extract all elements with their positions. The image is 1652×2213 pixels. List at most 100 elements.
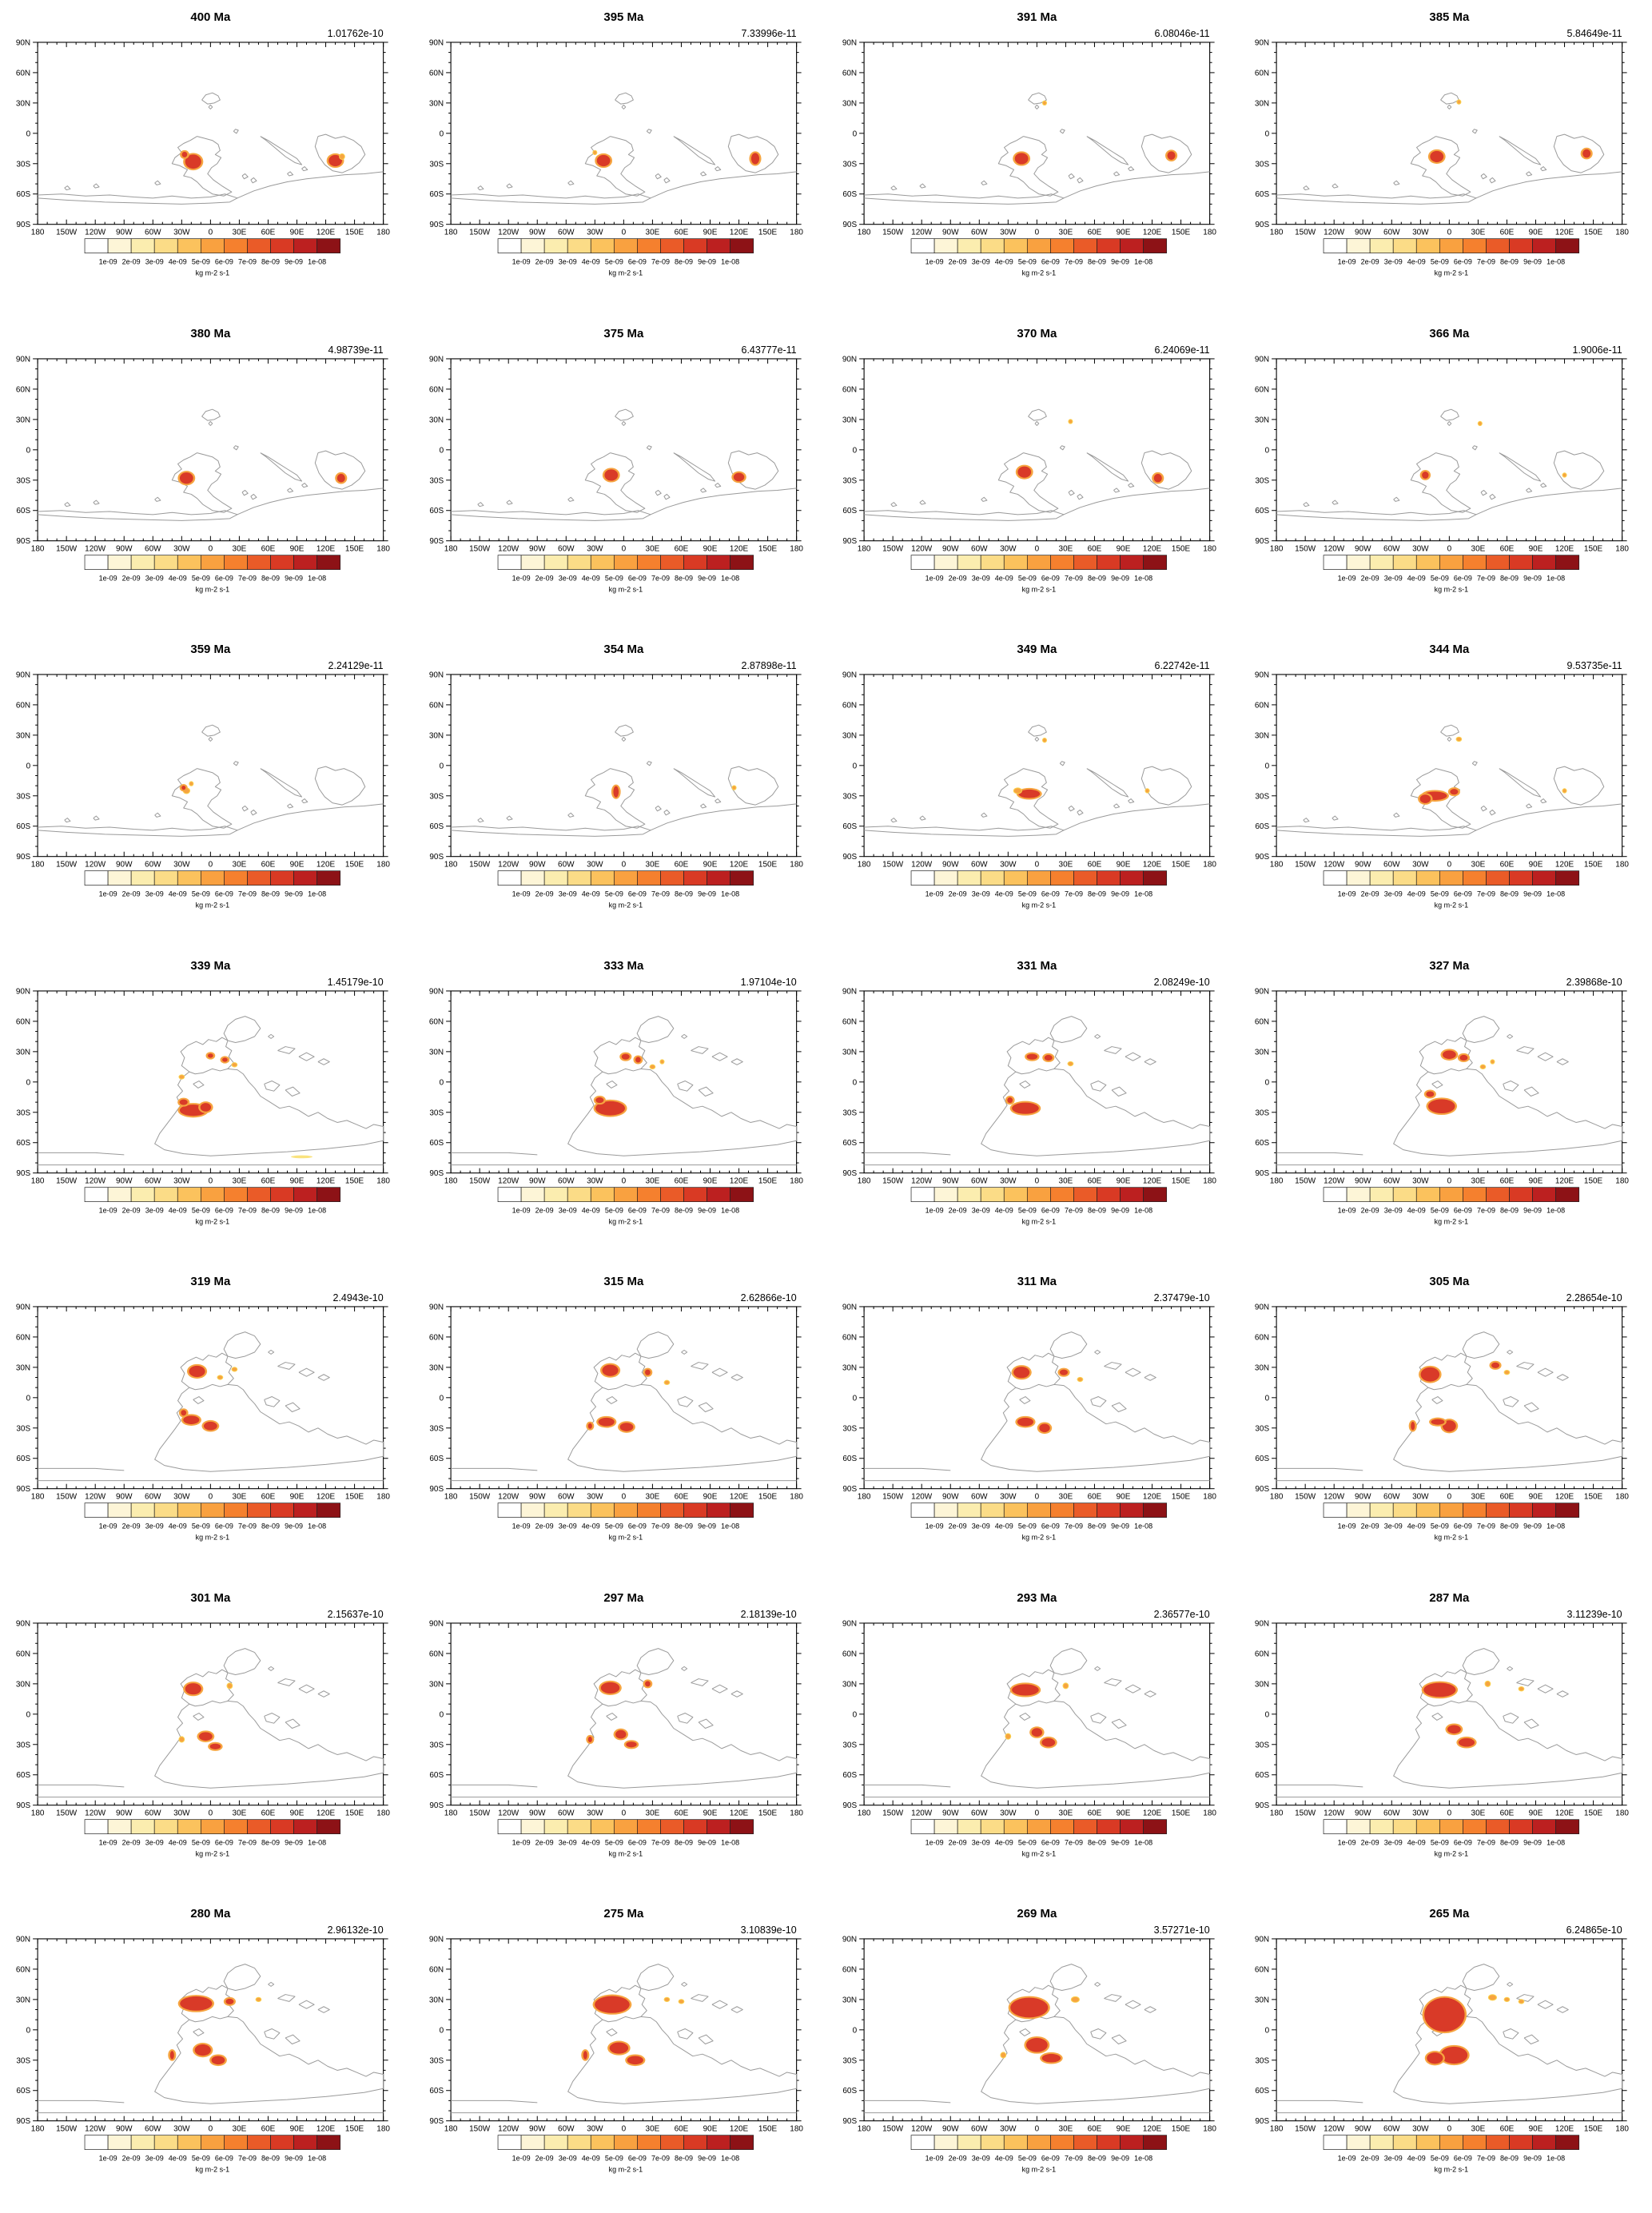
lon-tick-label: 120W xyxy=(1324,1176,1345,1185)
coastlines xyxy=(1276,1331,1623,1482)
lon-tick-label: 180 xyxy=(1203,1176,1216,1185)
lat-tick-label: 90S xyxy=(429,1801,444,1810)
lon-tick-label: 150E xyxy=(1171,2125,1190,2134)
colorbar-segment xyxy=(84,870,109,886)
lat-tick-label: 60N xyxy=(842,1017,856,1026)
colorbar-tick-label: 8e-09 xyxy=(261,574,280,582)
lon-tick-label: 180 xyxy=(31,544,45,553)
colorbar: 1e-09 2e-09 3e-09 4e-09 5e-09 6e-09 7e-09 8e-09… xyxy=(1323,238,1580,277)
colorbar-tick-label: 2e-09 xyxy=(122,1206,141,1214)
colorbar-unit-label: kg m-2 s-1 xyxy=(1021,1217,1055,1225)
lat-tick-label: 30S xyxy=(429,160,444,169)
colorbar-tick-label: 6e-09 xyxy=(215,1522,233,1530)
hotspot-minor xyxy=(291,1155,312,1158)
colorbar-tick-label: 2e-09 xyxy=(122,1838,141,1846)
colorbar-tick-label: 8e-09 xyxy=(1500,890,1519,898)
colorbar-tick-label: 8e-09 xyxy=(261,1206,280,1214)
lon-tick-label: 30W xyxy=(587,1493,603,1502)
lon-tick-label: 180 xyxy=(1616,1809,1630,1817)
lon-tick-label: 180 xyxy=(1616,861,1630,870)
colorbar-tick-label: 9e-09 xyxy=(1111,1838,1129,1846)
lat-tick-label: 30S xyxy=(1256,1108,1270,1117)
colorbar-tick-label: 3e-09 xyxy=(1384,1206,1403,1214)
hotspot-core xyxy=(1041,2054,1061,2063)
colorbar-segment xyxy=(1096,554,1121,570)
colorbar-segment xyxy=(1439,238,1463,253)
lat-tick-label: 90S xyxy=(16,221,30,229)
colorbar-segment xyxy=(730,1187,754,1202)
colorbar-segment xyxy=(224,238,248,253)
hotspot-core xyxy=(635,1057,641,1063)
colorbar-tick-label: 4e-09 xyxy=(169,890,187,898)
lon-tick-label: 0 xyxy=(1034,1493,1039,1502)
lon-tick-label: 60E xyxy=(261,1809,276,1817)
lon-tick-label: 150W xyxy=(56,2125,78,2134)
lon-tick-label: 60E xyxy=(261,1176,276,1185)
colorbar-segment xyxy=(84,1503,109,1518)
colorbar-tick-label: 1e-08 xyxy=(1547,1522,1565,1530)
map-panel: 311 Ma 2.37479e-10 90N 60N 30N 0 30S 60S 90S 180 1… xyxy=(826,1264,1240,1581)
lat-tick-label: 60N xyxy=(842,702,856,710)
panel-title: 349 Ma xyxy=(1017,643,1057,656)
lon-tick-label: 0 xyxy=(209,861,213,870)
colorbar-tick-label: 9e-09 xyxy=(285,2155,303,2163)
colorbar-unit-label: kg m-2 s-1 xyxy=(196,269,229,277)
colorbar-tick-label: 7e-09 xyxy=(1064,1522,1082,1530)
axis-ticks xyxy=(445,1306,802,1490)
hotspot-core xyxy=(1450,789,1459,795)
colorbar-tick-label: 3e-09 xyxy=(971,574,989,582)
lon-tick-label: 30W xyxy=(1000,2125,1017,2134)
lat-tick-label: 90S xyxy=(16,853,30,862)
colorbar-tick-label: 8e-09 xyxy=(675,2155,693,2163)
colorbar-segment xyxy=(910,1819,934,1834)
colorbar-segment xyxy=(224,1819,248,1834)
panel-max-value: 1.9006e-11 xyxy=(1573,344,1622,356)
lon-tick-label: 120E xyxy=(316,229,336,237)
lon-tick-label: 150W xyxy=(469,1176,491,1185)
colorbar-segment xyxy=(520,1819,545,1834)
lon-tick-label: 120W xyxy=(911,544,933,553)
lat-tick-label: 60N xyxy=(842,1966,856,1975)
lat-tick-label: 30S xyxy=(16,476,30,485)
lon-tick-label: 120W xyxy=(1324,1809,1345,1817)
colorbar-tick-label: 7e-09 xyxy=(1064,258,1082,266)
lon-tick-label: 120W xyxy=(498,2125,519,2134)
lon-tick-label: 120W xyxy=(1324,1493,1345,1502)
colorbar-tick-label: 4e-09 xyxy=(1407,574,1426,582)
lon-tick-label: 90W xyxy=(529,1493,546,1502)
colorbar-tick-label: 3e-09 xyxy=(971,1522,989,1530)
lon-tick-label: 60W xyxy=(1383,1176,1400,1185)
colorbar-tick-label: 4e-09 xyxy=(994,258,1013,266)
lon-tick-label: 0 xyxy=(209,229,213,237)
colorbar-segment xyxy=(200,1503,225,1518)
colorbar-segment xyxy=(590,1187,615,1202)
lat-tick-label: 30N xyxy=(842,99,856,108)
flux-hotspots xyxy=(586,1679,653,1749)
colorbar-tick-label: 6e-09 xyxy=(215,890,233,898)
lat-tick-label: 30S xyxy=(1256,2057,1270,2066)
hotspot-core xyxy=(600,1682,620,1694)
colorbar-segment xyxy=(1555,1187,1580,1202)
colorbar-segment xyxy=(543,1819,568,1834)
panel-max-value: 2.36577e-10 xyxy=(1153,1609,1209,1620)
colorbar-segment xyxy=(957,2135,981,2151)
hotspot-core xyxy=(1424,1997,1465,2032)
colorbar-segment xyxy=(1323,554,1347,570)
colorbar-segment xyxy=(130,2135,155,2151)
lon-tick-label: 120E xyxy=(730,1176,749,1185)
colorbar-unit-label: kg m-2 s-1 xyxy=(1021,902,1055,909)
colorbar-segment xyxy=(497,1187,522,1202)
colorbar-segment xyxy=(497,1503,522,1518)
colorbar-tick-label: 5e-09 xyxy=(1431,1522,1449,1530)
lat-tick-label: 0 xyxy=(439,2027,444,2036)
colorbar-tick-label: 5e-09 xyxy=(1431,1838,1449,1846)
hotspot-core xyxy=(225,1999,234,2005)
hotspot-core xyxy=(627,2056,643,2065)
map-panel: 333 Ma 1.97104e-10 90N 60N 30N 0 30S 60S 90S 180 1… xyxy=(413,949,826,1265)
colorbar-tick-label: 6e-09 xyxy=(215,258,233,266)
panel-max-value: 7.33996e-11 xyxy=(741,28,796,39)
lat-tick-label: 30N xyxy=(842,1680,856,1689)
